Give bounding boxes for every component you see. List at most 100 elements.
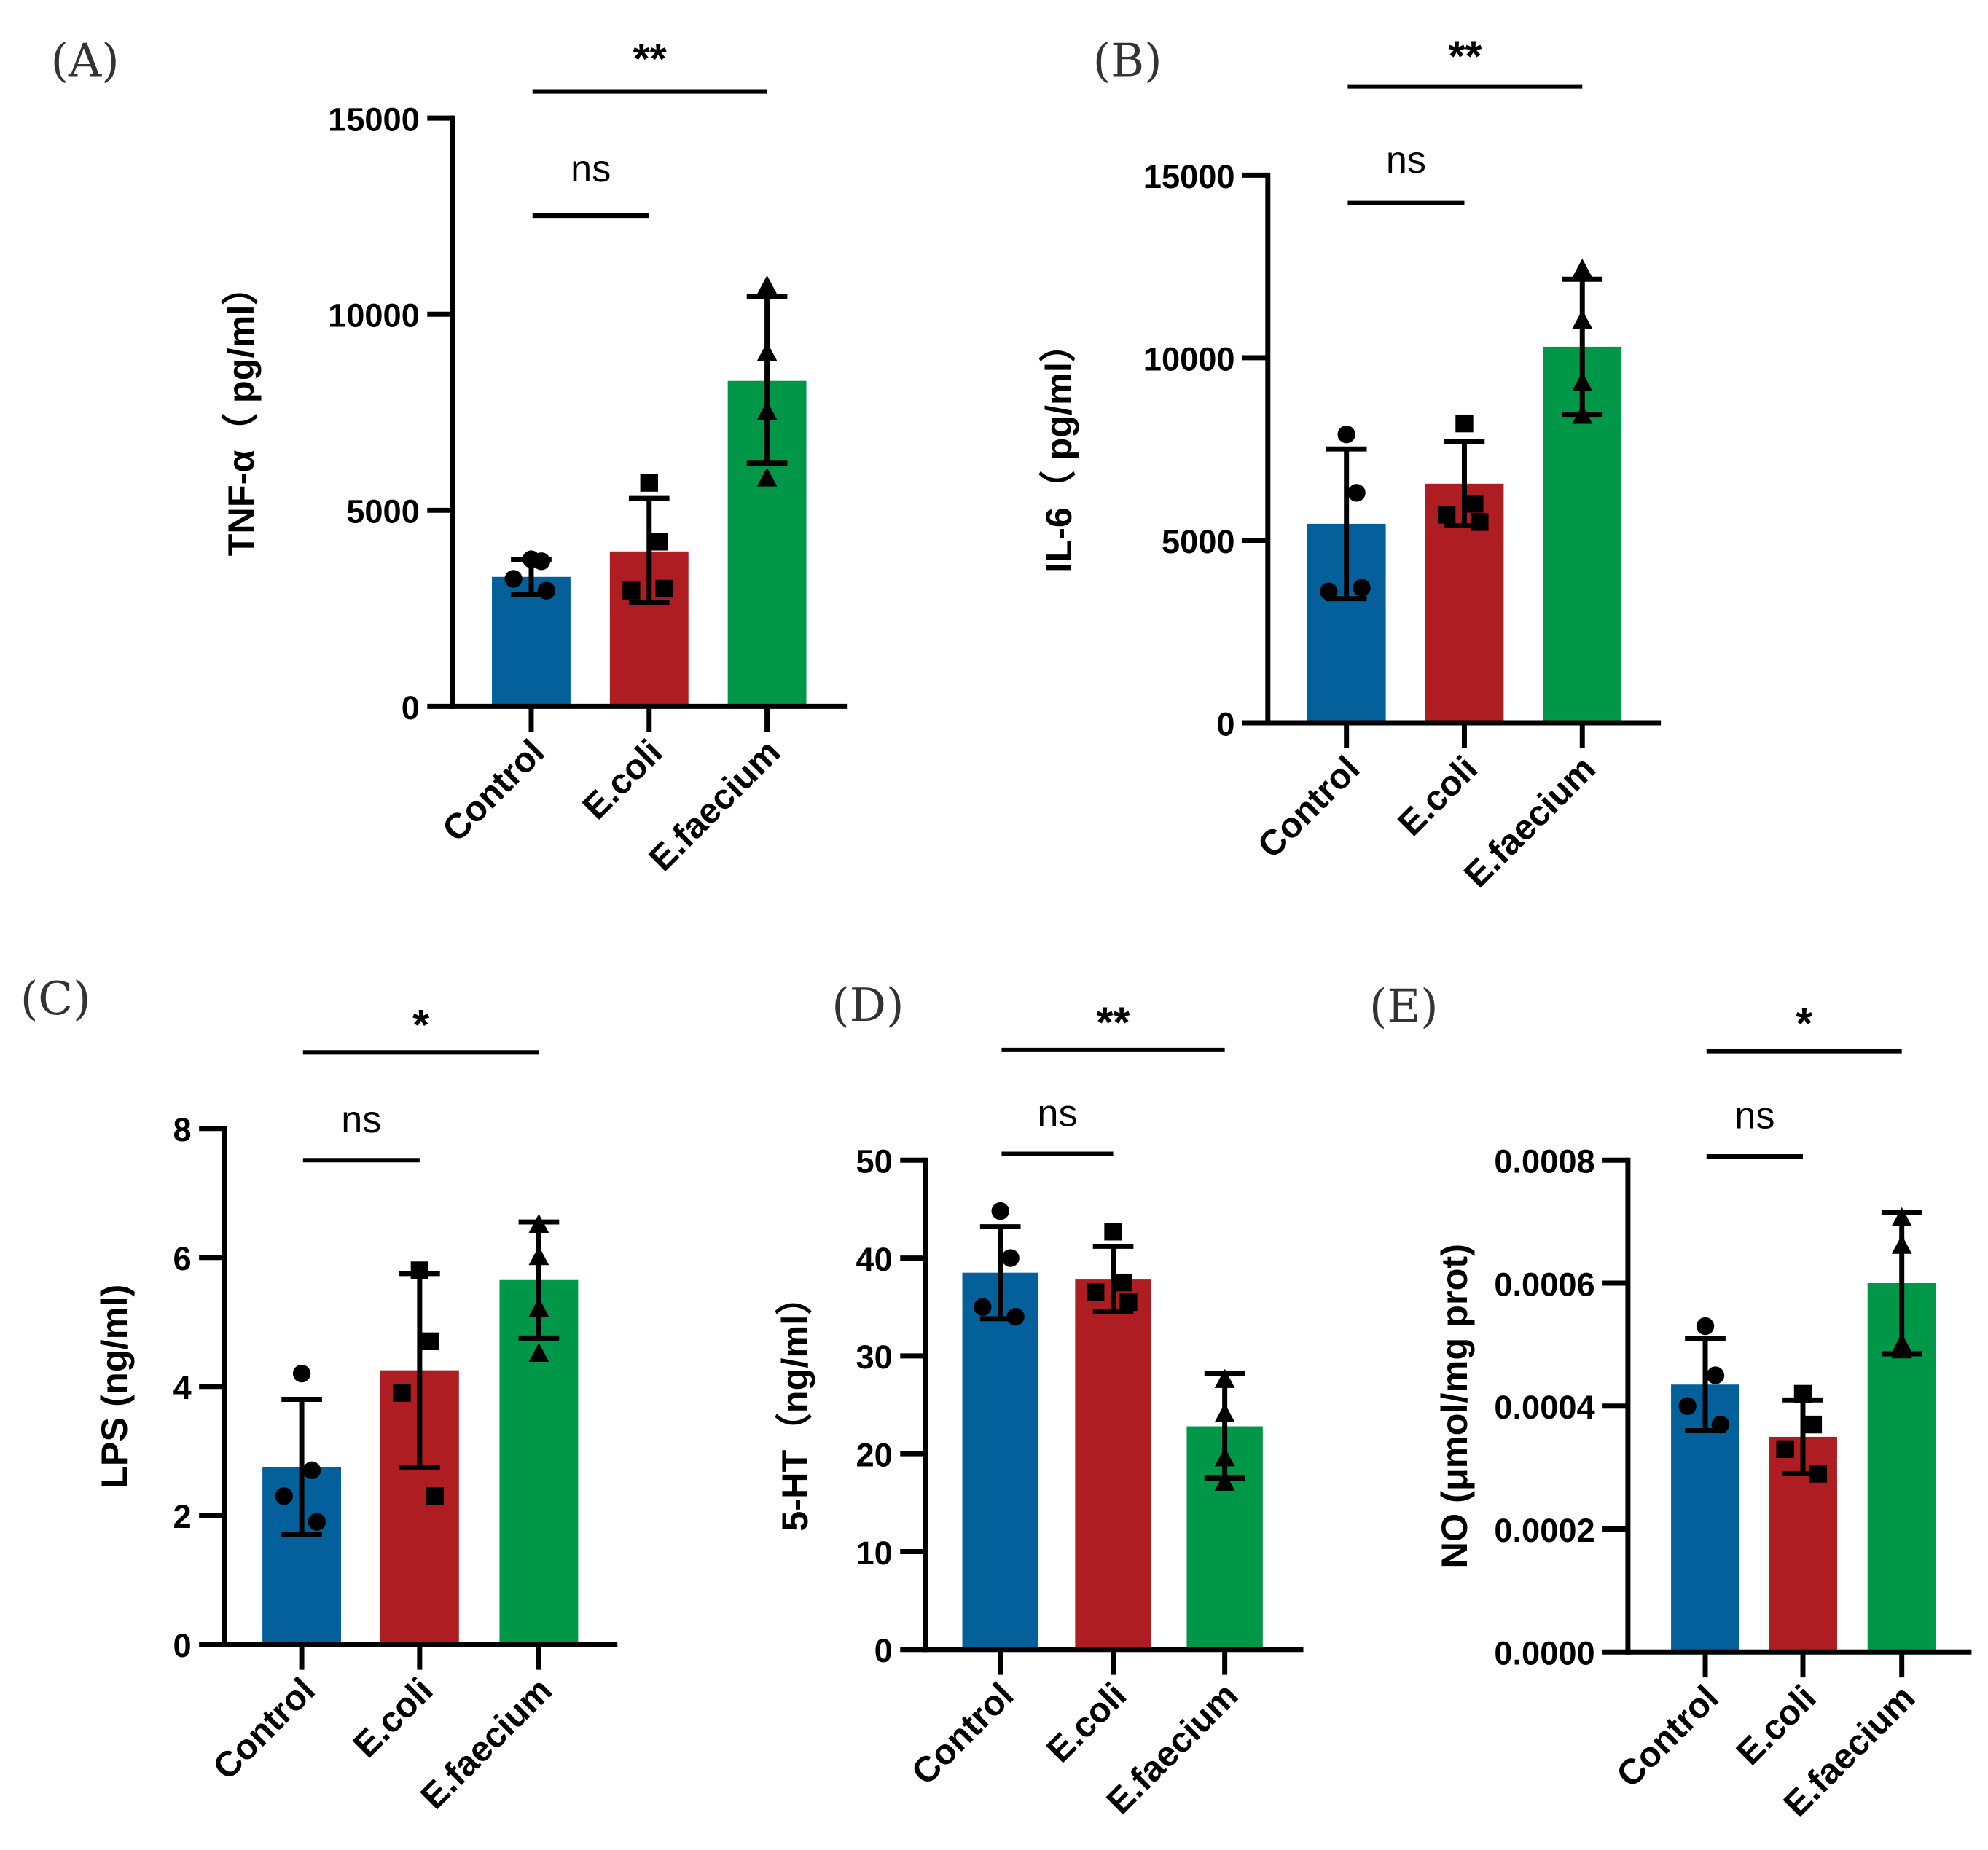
y-tick-label: 10000 xyxy=(1143,340,1235,377)
y-tick-label: 0.0006 xyxy=(1494,1266,1594,1303)
data-point-circle xyxy=(1678,1397,1697,1415)
y-tick-label: 2 xyxy=(173,1498,192,1535)
y-tick-label: 10 xyxy=(856,1535,893,1572)
significance-label: * xyxy=(412,1000,429,1049)
panel-label: (A) xyxy=(51,34,120,87)
panel-label: (E) xyxy=(1369,980,1439,1033)
data-point-circle xyxy=(308,1513,326,1531)
y-axis-label: NO (μmol/mg prot) xyxy=(1433,1244,1475,1569)
data-point-square xyxy=(1437,506,1456,524)
significance-label: ns xyxy=(1386,139,1426,181)
panel-e: (E) 0.0000 0.0002 0.0004 0.0006 0.0008 Control… xyxy=(1369,980,1972,1824)
data-point-circle xyxy=(302,1461,321,1480)
data-point-triangle xyxy=(528,1342,549,1362)
data-point-square xyxy=(622,581,641,600)
y-tick-label: 15000 xyxy=(328,101,420,138)
significance-label: * xyxy=(1796,999,1812,1048)
significance-label: ** xyxy=(1097,997,1130,1046)
data-point-square xyxy=(1114,1273,1132,1292)
y-tick-label: 20 xyxy=(856,1437,893,1474)
significance-label: ** xyxy=(1448,32,1482,81)
data-point-triangle xyxy=(1572,259,1593,278)
data-point-circle xyxy=(1320,582,1338,600)
y-tick-label: 0.0008 xyxy=(1494,1143,1594,1180)
y-axis-label: IL-6（ pg/ml） xyxy=(1038,326,1079,573)
data-point-circle xyxy=(1001,1249,1020,1267)
x-tick-label: E.coli xyxy=(1729,1678,1824,1773)
y-tick-label: 0 xyxy=(874,1632,893,1669)
y-tick-label: 10000 xyxy=(328,297,420,334)
bar-e-faecium xyxy=(499,1279,579,1645)
y-tick-label: 0.0004 xyxy=(1494,1389,1594,1426)
data-point-square xyxy=(640,474,658,492)
data-point-square xyxy=(655,579,673,598)
x-tick-label: Control xyxy=(206,1671,323,1788)
x-tick-label: E.coli xyxy=(345,1671,440,1765)
y-tick-label: 50 xyxy=(856,1143,893,1180)
y-axis-label: LPS (ng/ml) xyxy=(93,1285,135,1489)
x-tick-label: Control xyxy=(904,1676,1022,1793)
bar-control xyxy=(962,1272,1038,1650)
data-point-circle xyxy=(1696,1317,1715,1336)
significance-label: ns xyxy=(1734,1095,1774,1137)
data-point-square xyxy=(1471,513,1489,531)
data-point-square xyxy=(1455,414,1474,433)
y-tick-label: 40 xyxy=(856,1241,893,1278)
data-point-circle xyxy=(974,1298,992,1316)
significance-label: ns xyxy=(341,1099,381,1141)
data-point-square xyxy=(650,533,668,551)
data-point-triangle xyxy=(1214,1471,1235,1491)
significance-label: ns xyxy=(571,148,611,190)
data-point-square xyxy=(1776,1440,1794,1458)
y-tick-label: 0.0000 xyxy=(1494,1635,1594,1672)
x-tick-label: E.coli xyxy=(1039,1676,1134,1771)
y-tick-label: 30 xyxy=(856,1338,893,1376)
panel-label: (C) xyxy=(20,972,91,1025)
bar-control xyxy=(492,576,571,707)
bar-e-coli xyxy=(1075,1279,1151,1650)
data-point-square xyxy=(1804,1415,1823,1434)
panel-label: (D) xyxy=(831,979,904,1032)
data-point-circle xyxy=(1347,484,1366,502)
data-point-circle xyxy=(991,1202,1009,1220)
y-tick-label: 5000 xyxy=(346,493,420,530)
y-tick-label: 0.0002 xyxy=(1494,1512,1594,1549)
y-tick-label: 0 xyxy=(402,689,420,726)
significance-label: ns xyxy=(1037,1092,1077,1134)
data-point-square xyxy=(426,1487,444,1505)
x-tick-label: E.coli xyxy=(575,732,670,827)
data-point-triangle xyxy=(756,275,778,294)
y-tick-label: 6 xyxy=(173,1240,192,1277)
y-axis-label: 5-HT（ng/ml） xyxy=(774,1278,815,1531)
data-point-circle xyxy=(504,570,523,588)
y-tick-label: 4 xyxy=(173,1369,192,1406)
y-tick-label: 15000 xyxy=(1143,158,1235,195)
data-point-square xyxy=(1119,1293,1138,1312)
data-point-square xyxy=(420,1332,439,1351)
data-point-square xyxy=(1104,1223,1122,1241)
x-tick-label: Control xyxy=(1609,1678,1726,1795)
y-axis-label: TNF-α（ pg/ml） xyxy=(220,268,262,556)
y-tick-label: 5000 xyxy=(1162,523,1235,560)
x-tick-label: Control xyxy=(1251,749,1368,866)
data-point-circle xyxy=(1353,579,1371,597)
data-point-circle xyxy=(1337,425,1355,444)
data-point-square xyxy=(393,1384,411,1402)
y-tick-label: 0 xyxy=(1216,705,1234,742)
data-point-circle xyxy=(275,1487,293,1505)
x-tick-label: Control xyxy=(435,732,552,850)
data-point-circle xyxy=(1706,1366,1725,1384)
y-tick-label: 8 xyxy=(173,1111,192,1148)
x-tick-label: E.coli xyxy=(1390,749,1485,844)
data-point-square xyxy=(1087,1283,1105,1301)
significance-label: ** xyxy=(633,34,667,83)
data-point-square xyxy=(1465,495,1484,513)
y-tick-label: 0 xyxy=(173,1627,192,1664)
panel-label: (B) xyxy=(1093,34,1162,87)
data-point-circle xyxy=(292,1364,311,1383)
